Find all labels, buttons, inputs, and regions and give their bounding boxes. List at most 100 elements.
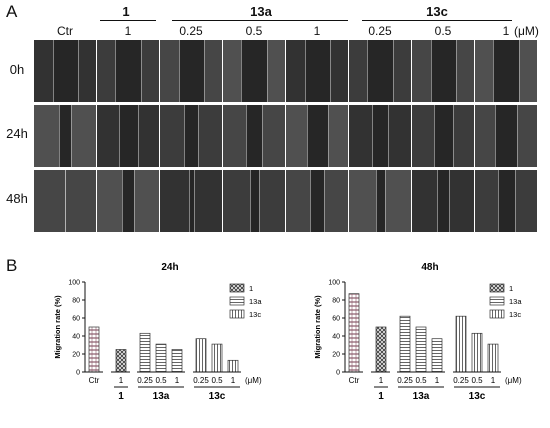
x-tick-label: 0.5 (155, 376, 167, 385)
micrograph-tile (34, 105, 96, 167)
bar (455, 315, 467, 373)
micrograph-tile (475, 105, 537, 167)
micrograph-tile (34, 40, 96, 102)
bar (348, 293, 360, 373)
y-tick-label: 0 (336, 370, 340, 377)
micrograph-tile (223, 105, 285, 167)
bar (431, 338, 443, 373)
group-label: 13a (413, 391, 430, 402)
y-tick-label: 80 (332, 298, 340, 305)
column-label: 0.25 (368, 24, 392, 38)
x-tick-label: 0.25 (137, 376, 153, 385)
micrograph-tile (286, 170, 348, 232)
legend-label: 13a (249, 297, 262, 306)
legend-label: 13a (509, 297, 522, 306)
column-label: 0.5 (245, 24, 263, 38)
bar (227, 359, 239, 373)
y-tick-label: 0 (76, 370, 80, 377)
bar (155, 343, 167, 373)
x-tick-label: 0.5 (471, 376, 483, 385)
legend-swatch (229, 296, 245, 306)
micrograph-tile (412, 170, 474, 232)
micrograph-tile (286, 105, 348, 167)
y-tick-label: 60 (332, 316, 340, 323)
x-tick-label: 0.5 (211, 376, 223, 385)
legend-swatch (489, 296, 505, 306)
x-tick-label: 1 (175, 376, 180, 385)
group-label-13a: 13a (250, 4, 272, 19)
row-label-24h: 24h (6, 126, 28, 141)
y-tick-label: 60 (72, 316, 80, 323)
x-unit-label: (μM) (505, 376, 522, 385)
micrograph-tile (349, 40, 411, 102)
group-line-13c (362, 20, 512, 21)
legend-label: 1 (249, 284, 253, 293)
y-axis-label: Migration rate (%) (313, 295, 322, 359)
micrograph-tile (223, 170, 285, 232)
x-tick-label: 0.25 (193, 376, 209, 385)
x-tick-label: 1 (491, 376, 496, 385)
legend-label: 1 (509, 284, 513, 293)
group-label: 1 (118, 391, 124, 402)
panel-b-letter: B (6, 256, 18, 275)
legend-swatch (489, 309, 505, 319)
y-tick-label: 100 (328, 280, 340, 287)
bar-chart-24h: 24h 0 20 40 60 80 100 Migration rate (%) Ctr 1 0.2… (53, 262, 262, 402)
group-label: 13a (153, 391, 170, 402)
bar (171, 349, 183, 373)
column-label: 1 (124, 24, 132, 38)
bar (211, 343, 223, 373)
x-tick-label: 0.5 (415, 376, 427, 385)
bar (88, 326, 100, 373)
group-label-1: 1 (122, 4, 130, 19)
micrograph-tile (97, 170, 159, 232)
micrograph-tile (412, 40, 474, 102)
column-label: 0.5 (434, 24, 452, 38)
row-label-48h: 48h (6, 191, 28, 206)
bar (115, 349, 127, 373)
legend-label: 13c (249, 310, 261, 319)
bar (487, 343, 499, 373)
x-unit-label: (μM) (245, 376, 262, 385)
bar (415, 326, 427, 373)
column-label: 1 (313, 24, 321, 38)
micrograph-tile (34, 170, 96, 232)
legend-label: 13c (509, 310, 521, 319)
x-tick-label: Ctr (349, 376, 360, 385)
x-tick-label: 0.25 (397, 376, 413, 385)
group-label: 13c (209, 391, 226, 402)
bar (471, 332, 483, 373)
x-tick-label: 1 (119, 376, 124, 385)
micrograph-tile (349, 170, 411, 232)
x-tick-label: 1 (231, 376, 236, 385)
legend-swatch (489, 283, 505, 293)
group-label: 1 (378, 391, 384, 402)
chart-title: 48h (421, 262, 438, 273)
y-axis-label: Migration rate (%) (53, 295, 62, 359)
y-tick-label: 20 (72, 352, 80, 359)
column-label: 0.25 (179, 24, 203, 38)
y-tick-label: 40 (72, 334, 80, 341)
x-tick-label: 1 (435, 376, 440, 385)
bar-chart-48h: 48h 0 20 40 60 80 100 Migration rate (%) Ctr 1 0.2… (313, 262, 522, 402)
panel-a-letter: A (6, 2, 18, 21)
x-tick-label: 1 (379, 376, 384, 385)
micrograph-tile (160, 105, 222, 167)
micrograph-tile (349, 105, 411, 167)
unit-label-a: (μM) (514, 24, 539, 38)
x-tick-label: 0.25 (453, 376, 469, 385)
y-tick-label: 40 (332, 334, 340, 341)
y-tick-label: 80 (72, 298, 80, 305)
micrograph-tile (286, 40, 348, 102)
micrograph-tile (160, 170, 222, 232)
x-tick-label: Ctr (89, 376, 100, 385)
column-label: 1 (502, 24, 510, 38)
micrograph-tile (475, 170, 537, 232)
micrograph-tile (160, 40, 222, 102)
y-tick-label: 20 (332, 352, 340, 359)
bar (195, 338, 207, 373)
micrograph-tile (412, 105, 474, 167)
micrograph-tile (223, 40, 285, 102)
chart-title: 24h (161, 262, 178, 273)
micrograph-tile (475, 40, 537, 102)
